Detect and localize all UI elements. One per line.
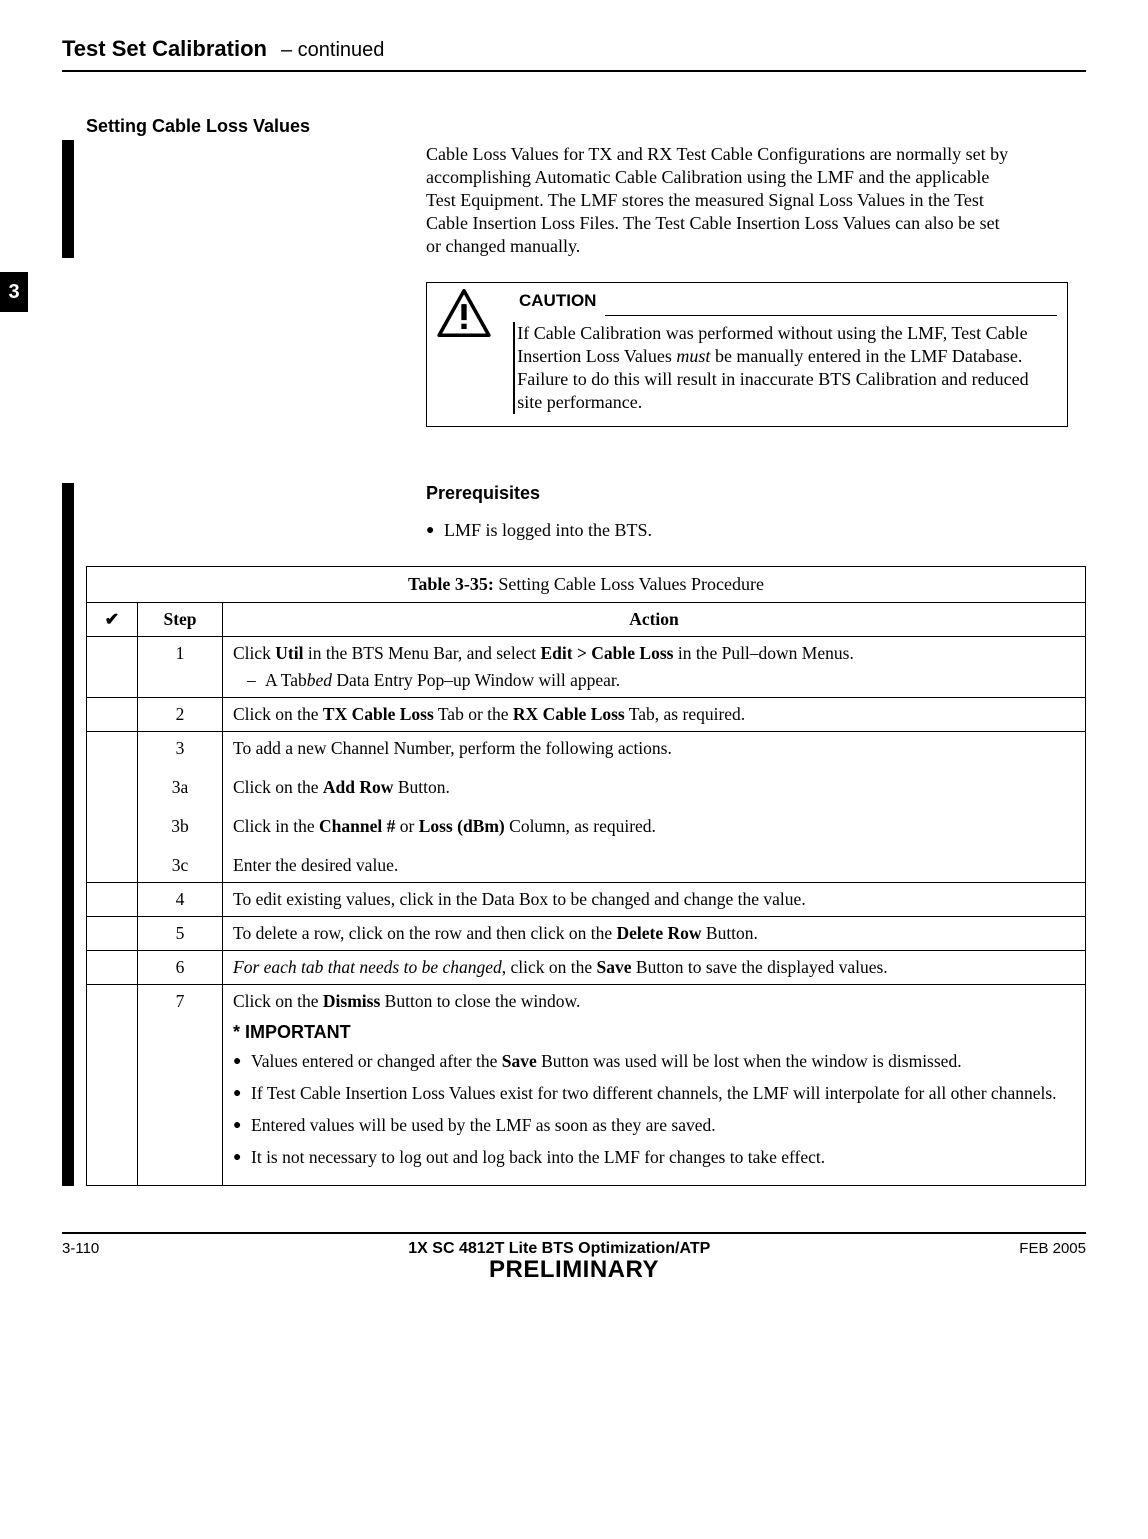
table-title-rest: Setting Cable Loss Values Procedure bbox=[494, 574, 764, 594]
caution-block: CAUTION If Cable Calibration was perform… bbox=[426, 282, 1068, 427]
caution-divider bbox=[605, 315, 1057, 316]
important-bullet: Entered values will be used by the LMF a… bbox=[251, 1115, 716, 1137]
caution-icon bbox=[437, 289, 491, 342]
table-title-prefix: Table 3-35: bbox=[408, 574, 494, 594]
dash-icon: – bbox=[247, 670, 265, 691]
footer-preliminary: PRELIMINARY bbox=[62, 1256, 1086, 1284]
step-number: 6 bbox=[138, 951, 223, 985]
step-action: To edit existing values, click in the Da… bbox=[223, 883, 1086, 917]
bullet-icon: ● bbox=[233, 1083, 251, 1105]
intro-paragraph: Cable Loss Values for TX and RX Test Cab… bbox=[426, 143, 1016, 258]
prerequisites-block: Prerequisites ● LMF is logged into the B… bbox=[62, 483, 1086, 1186]
important-bullet: If Test Cable Insertion Loss Values exis… bbox=[251, 1083, 1057, 1105]
step-number: 1 bbox=[138, 637, 223, 698]
table-row: 1 Click Util in the BTS Menu Bar, and se… bbox=[87, 637, 1086, 698]
table-row: 3c Enter the desired value. bbox=[87, 849, 1086, 883]
step-number: 5 bbox=[138, 917, 223, 951]
bullet-icon: ● bbox=[233, 1147, 251, 1169]
table-row: 7 Click on the Dismiss Button to close t… bbox=[87, 985, 1086, 1186]
table-row: 2 Click on the TX Cable Loss Tab or the … bbox=[87, 698, 1086, 732]
bullet-icon: ● bbox=[233, 1115, 251, 1137]
table-row: 3a Click on the Add Row Button. bbox=[87, 771, 1086, 810]
footer-date: FEB 2005 bbox=[1019, 1240, 1086, 1258]
table-row: 5 To delete a row, click on the row and … bbox=[87, 917, 1086, 951]
step-action: For each tab that needs to be changed, c… bbox=[223, 951, 1086, 985]
caution-text-em: must bbox=[676, 346, 710, 366]
step-action: Click in the Channel # or Loss (dBm) Col… bbox=[223, 810, 1086, 849]
step-action: To delete a row, click on the row and th… bbox=[223, 917, 1086, 951]
step-number: 2 bbox=[138, 698, 223, 732]
step-action: Click on the Add Row Button. bbox=[223, 771, 1086, 810]
step-action: Enter the desired value. bbox=[223, 849, 1086, 883]
table-row: 3 To add a new Channel Number, perform t… bbox=[87, 732, 1086, 772]
step-number: 4 bbox=[138, 883, 223, 917]
caution-label: CAUTION bbox=[513, 291, 1057, 311]
caution-text: If Cable Calibration was performed witho… bbox=[517, 322, 1057, 414]
chapter-tab: 3 bbox=[0, 272, 28, 312]
step-number: 3a bbox=[138, 771, 223, 810]
step-number: 3 bbox=[138, 732, 223, 772]
important-heading: * IMPORTANT bbox=[233, 1022, 1075, 1043]
table-col-check: ✔ bbox=[87, 603, 138, 637]
table-title: Table 3-35: Setting Cable Loss Values Pr… bbox=[87, 567, 1086, 603]
intro-section: Setting Cable Loss Values Cable Loss Val… bbox=[62, 116, 1086, 258]
step-action: Click Util in the BTS Menu Bar, and sele… bbox=[223, 637, 1086, 698]
action-text: Click Util in the BTS Menu Bar, and sele… bbox=[233, 643, 1075, 664]
change-bar bbox=[62, 140, 74, 258]
footer-page: 3-110 bbox=[62, 1240, 99, 1258]
action-subitem: A Tabbed Data Entry Pop–up Window will a… bbox=[265, 670, 620, 691]
step-action: To add a new Channel Number, perform the… bbox=[223, 732, 1086, 772]
step-action: Click on the Dismiss Button to close the… bbox=[223, 985, 1086, 1186]
page-header: Test Set Calibration – continued bbox=[62, 36, 1086, 72]
table-col-step: Step bbox=[138, 603, 223, 637]
step-number: 3c bbox=[138, 849, 223, 883]
action-text: Click on the Dismiss Button to close the… bbox=[233, 991, 1075, 1012]
step-number: 7 bbox=[138, 985, 223, 1186]
header-subtitle: – continued bbox=[281, 39, 384, 61]
table-row: 3b Click in the Channel # or Loss (dBm) … bbox=[87, 810, 1086, 849]
caution-change-bar bbox=[513, 322, 515, 414]
prerequisites-list: ● LMF is logged into the BTS. bbox=[426, 520, 1086, 542]
bullet-icon: ● bbox=[426, 520, 444, 542]
header-rule bbox=[62, 70, 1086, 72]
table-row: 6 For each tab that needs to be changed,… bbox=[87, 951, 1086, 985]
bullet-icon: ● bbox=[233, 1051, 251, 1073]
change-bar-2 bbox=[62, 483, 74, 1186]
table-col-action: Action bbox=[223, 603, 1086, 637]
table-row: 4 To edit existing values, click in the … bbox=[87, 883, 1086, 917]
footer-rule bbox=[62, 1232, 1086, 1234]
header-title: Test Set Calibration bbox=[62, 36, 267, 61]
prerequisites-heading: Prerequisites bbox=[426, 483, 1086, 504]
procedure-table: Table 3-35: Setting Cable Loss Values Pr… bbox=[86, 566, 1086, 1186]
important-bullet: It is not necessary to log out and log b… bbox=[251, 1147, 825, 1169]
section-heading: Setting Cable Loss Values bbox=[86, 116, 1086, 137]
important-bullet: Values entered or changed after the Save… bbox=[251, 1051, 962, 1073]
step-number: 3b bbox=[138, 810, 223, 849]
step-action: Click on the TX Cable Loss Tab or the RX… bbox=[223, 698, 1086, 732]
prerequisite-item: LMF is logged into the BTS. bbox=[444, 520, 652, 542]
